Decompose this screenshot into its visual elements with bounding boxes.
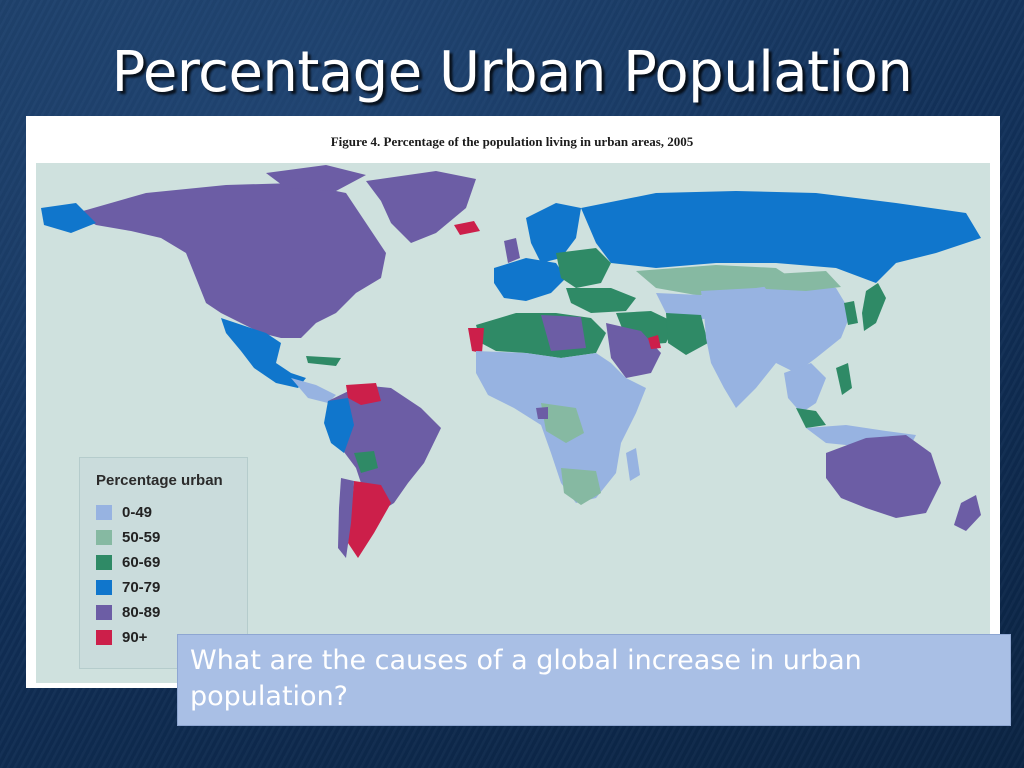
region-mexico (221, 318, 306, 388)
region-iceland (454, 221, 480, 235)
legend-label: 60-69 (122, 554, 161, 571)
region-uk (504, 238, 520, 263)
legend-swatch (96, 555, 112, 570)
region-korea (844, 301, 858, 325)
figure-panel: Figure 4. Percentage of the population l… (26, 116, 1000, 688)
region-russia (581, 191, 981, 283)
legend-swatch (96, 530, 112, 545)
region-colombia-peru (324, 398, 354, 453)
legend-label: 90+ (122, 629, 148, 646)
region-australia (826, 435, 941, 518)
region-scandinavia (526, 203, 581, 263)
region-gabon (536, 407, 548, 419)
region-new-zealand (954, 495, 981, 531)
region-madagascar (626, 448, 640, 481)
region-greenland (366, 171, 476, 243)
region-central-america (291, 378, 336, 403)
legend-title: Percentage urban (96, 472, 223, 489)
region-argentina (348, 481, 391, 558)
legend-swatch (96, 505, 112, 520)
region-cuba (306, 356, 341, 366)
region-southeast-asia (784, 363, 826, 413)
region-malaysia (796, 408, 826, 428)
region-philippines (836, 363, 852, 395)
region-kazakhstan (636, 265, 796, 295)
region-saudi-arabia (606, 323, 661, 378)
slide-title: Percentage Urban Population (111, 40, 913, 105)
legend-label: 50-59 (122, 529, 161, 546)
legend-label: 0-49 (122, 504, 153, 521)
region-bolivia (354, 451, 378, 473)
legend-label: 70-79 (122, 579, 161, 596)
region-japan (862, 283, 886, 331)
region-balkans-turkey (566, 288, 636, 313)
region-central-africa (541, 403, 584, 443)
region-alaska (41, 203, 96, 233)
region-gulf-states (648, 335, 661, 349)
map-legend: Percentage urban 0-49 50-59 60-69 70-79 … (79, 457, 248, 669)
region-mongolia (756, 271, 841, 291)
legend-swatch (96, 580, 112, 595)
region-north-america (76, 183, 386, 338)
region-southern-africa (561, 468, 601, 505)
region-eastern-europe (556, 248, 611, 288)
region-western-europe (494, 258, 566, 301)
region-south-america (326, 385, 441, 513)
question-box: What are the causes of a global increase… (177, 634, 1011, 726)
legend-swatch (96, 605, 112, 620)
region-iran (666, 313, 708, 355)
region-libya (541, 315, 586, 351)
region-canada-islands (266, 165, 366, 191)
legend-label: 80-89 (122, 604, 161, 621)
region-venezuela (346, 383, 381, 405)
region-chile (338, 478, 354, 558)
question-text: What are the causes of a global increase… (190, 645, 862, 712)
legend-swatch (96, 630, 112, 645)
region-western-sahara (468, 328, 484, 353)
figure-caption: Figure 4. Percentage of the population l… (330, 134, 694, 149)
region-china-india (701, 281, 851, 408)
